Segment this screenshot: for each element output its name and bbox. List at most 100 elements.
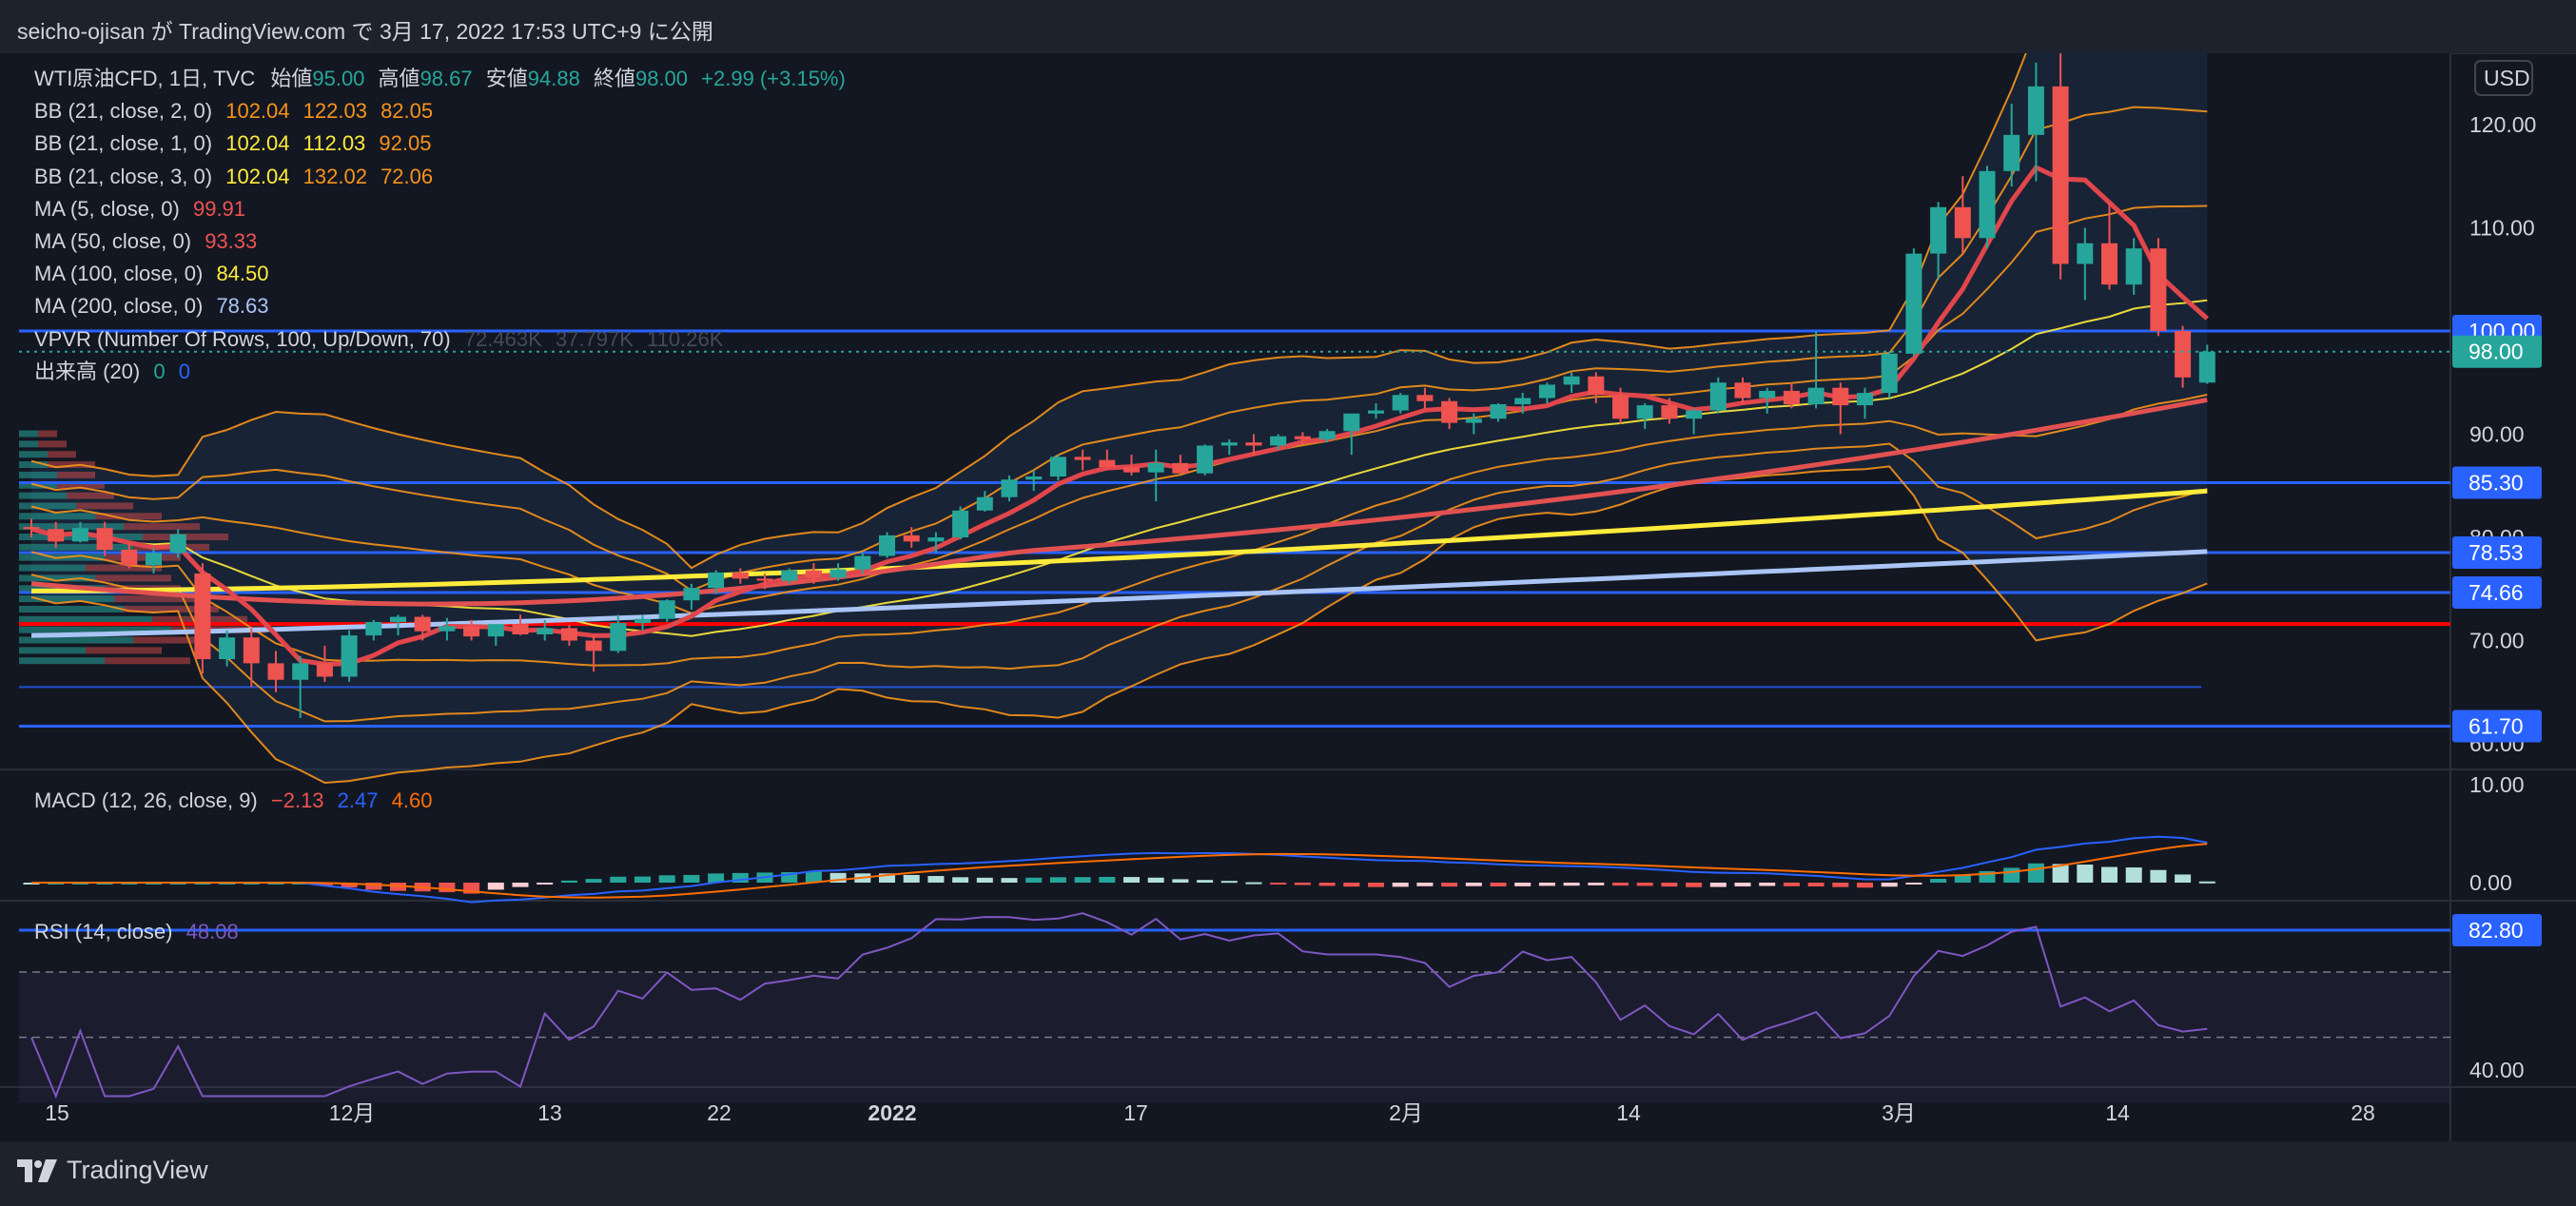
macd-histogram-bar [1270,883,1287,885]
close-value: 98.00 [634,67,689,90]
macd-histogram-bar [732,872,749,883]
time-axis-tick: 22 [707,1100,732,1125]
macd-histogram-bar [1220,881,1238,884]
price-level-badge-label: 74.66 [2469,580,2524,605]
candle-body [1905,253,1922,354]
macd-histogram-bar [2175,874,2192,883]
ohlc-row: WTI原油CFD, 1日, TVC 始値95.00 高値98.67 安値94.8… [34,63,846,95]
macd-legend[interactable]: MACD (12, 26, close, 9) −2.13 2.47 4.60 [34,788,432,813]
ma100-value: 84.50 [216,262,269,286]
tradingview-brand[interactable]: TradingView [17,1156,208,1185]
volume-row[interactable]: 出来高 (20) 0 0 [34,356,846,388]
macd-histogram-bar [585,879,602,883]
macd-histogram-bar [560,880,577,883]
candle-body [1001,479,1018,497]
bb3-label: BB (21, close, 3, 0) [34,164,213,188]
ma50-line [30,397,2208,607]
rsi-level-badge-label: 82.80 [2469,918,2524,943]
change-value: +2.99 (+3.15%) [701,67,846,90]
candle-body [854,555,871,570]
candle-body [1074,457,1091,460]
ma200-row[interactable]: MA (200, close, 0) 78.63 [34,290,846,322]
vpvr-bar-down [67,492,114,499]
candle-body [1881,353,1898,394]
vpvr-bar-down [86,564,162,572]
macd-histogram-bar [1025,877,1043,883]
vpvr-row[interactable]: VPVR (Number Of Rows, 100, Up/Down, 70) … [34,323,846,356]
vpvr-bar-down [95,574,171,582]
vpvr-bar-up [19,451,48,458]
vpvr-bar-up [19,471,57,478]
vpvr-bar-up [19,430,38,438]
macd-histogram-bar [610,876,627,883]
candle-body [121,550,138,566]
macd-histogram-bar [1709,883,1727,887]
vpvr-bar-down [114,595,200,603]
candle-body [1172,462,1189,474]
macd-histogram-bar [1514,883,1532,886]
time-axis-tick: 3月 [1882,1100,1916,1125]
macd-histogram-bar [2198,881,2215,884]
macd-histogram-bar [1147,877,1164,883]
ma200-label: MA (200, close, 0) [34,294,204,319]
price-axis-tick: 120.00 [2469,112,2536,137]
vpvr-bar-up [19,595,114,603]
macd-histogram-bar [1636,883,1653,886]
bb1-row[interactable]: BB (21, close, 1, 0) 102.04 112.03 92.05 [34,127,846,160]
bb2-lower: 82.05 [381,99,434,124]
vpvr-bar-down [95,513,162,520]
candle-body [1807,387,1825,405]
candle-body [976,496,993,511]
symbol-label[interactable]: WTI原油CFD, 1日, TVC [34,67,256,90]
rsi-level-badge [2452,914,2542,947]
vpvr-bar-down [48,451,76,458]
price-level-badge [2452,575,2542,609]
macd-histogram-bar [2125,867,2142,883]
macd-histogram-bar [952,877,969,883]
bb3-lower: 72.06 [381,164,434,188]
time-axis-tick: 17 [1123,1100,1148,1125]
macd-histogram-bar [1490,883,1507,886]
candle-body [365,621,382,636]
bb2-basis: 102.04 [225,99,290,124]
candle-body [23,527,40,530]
high-label: 高値 [378,67,420,90]
vpvr-bar-up [19,513,95,520]
candle-body [1490,404,1507,419]
time-axis-tick: 15 [45,1100,69,1125]
bb2-row[interactable]: BB (21, close, 2, 0) 102.04 122.03 82.05 [34,95,846,127]
macd-histogram-bar [1954,875,1971,883]
candle-body [219,637,236,660]
macd-histogram-bar [487,883,504,890]
candle-body [1368,410,1384,414]
macd-histogram-bar [341,883,358,888]
ma50-value: 93.33 [205,229,258,254]
macd-histogram-bar [1563,883,1580,886]
ma50-row[interactable]: MA (50, close, 0) 93.33 [34,225,846,258]
vpvr-bar-up [19,615,152,623]
candle-body [1954,206,1971,239]
price-chart[interactable]: 120.00110.00100.0090.0080.0070.0060.00US… [0,53,2576,1141]
candle-body [610,623,627,652]
macd-line-value: 2.47 [337,788,379,812]
candle-body [1930,206,1947,254]
macd-signal-line [31,843,2208,899]
vpvr-bar-down [57,471,95,478]
footer-bar [0,1141,2576,1206]
vpvr-bar-down [133,636,209,644]
bb3-row[interactable]: BB (21, close, 3, 0) 102.04 132.02 72.06 [34,161,846,193]
macd-histogram-bar [1832,883,1849,887]
candle-body [1588,376,1605,396]
macd-histogram-bar [2027,863,2044,883]
candle-body [2101,243,2117,285]
candle-body [1245,442,1262,446]
vpvr-total: 110.26K [647,326,724,351]
candle-body [96,528,113,551]
ma5-row[interactable]: MA (5, close, 0) 99.91 [34,193,846,225]
vpvr-bar-up [19,543,133,551]
rsi-legend[interactable]: RSI (14, close) 48.08 [34,920,239,944]
bb2-label: BB (21, close, 2, 0) [34,99,213,124]
ma100-row[interactable]: MA (100, close, 0) 84.50 [34,258,846,290]
rsi-value: 48.08 [185,920,239,943]
macd-histogram-bar [1123,877,1140,883]
